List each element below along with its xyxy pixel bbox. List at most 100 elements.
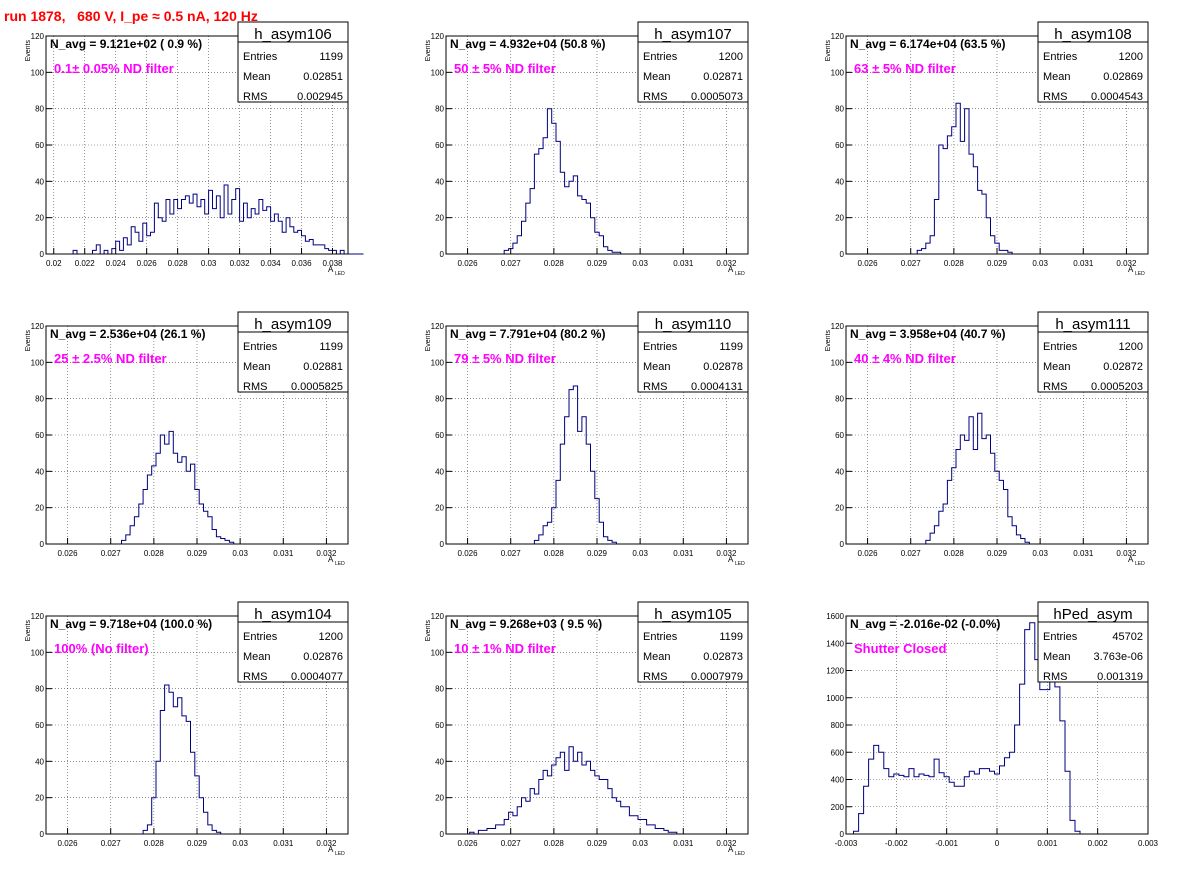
histogram-name: h_asym104 — [254, 606, 332, 623]
stats-key: RMS — [243, 381, 267, 393]
x-tick-label: 0.027 — [501, 839, 522, 848]
y-tick-label: 120 — [831, 32, 845, 41]
x-axis-label-subscript: LED — [335, 271, 345, 277]
stats-key: RMS — [243, 91, 267, 103]
y-tick-label: 0 — [440, 250, 445, 259]
y-tick-label: 600 — [831, 748, 845, 757]
navg-label: N_avg = 7.791e+04 (80.2 %) — [450, 327, 605, 341]
stats-key: Mean — [243, 651, 271, 663]
x-tick-label: 0.02 — [46, 259, 62, 268]
x-tick-label: 0.026 — [858, 549, 879, 558]
y-tick-label: 80 — [35, 685, 44, 694]
stats-key: Mean — [643, 651, 671, 663]
y-tick-label: 1000 — [826, 694, 844, 703]
y-tick-label: 100 — [431, 648, 445, 657]
stats-key: Mean — [1043, 361, 1071, 373]
y-tick-label: 60 — [835, 431, 844, 440]
stats-value: 0.0005825 — [291, 381, 343, 393]
stats-value: 3.763e-06 — [1093, 651, 1143, 663]
stats-box — [237, 311, 349, 393]
y-tick-label: 20 — [435, 214, 444, 223]
y-tick-label: 60 — [35, 141, 44, 150]
y-tick-label: 800 — [831, 721, 845, 730]
y-tick-label: 120 — [831, 322, 845, 331]
stats-box — [1037, 21, 1149, 103]
y-axis-label: Events — [825, 40, 832, 62]
histogram-name: h_asym110 — [655, 316, 731, 333]
x-tick-label: 0.031 — [673, 259, 694, 268]
navg-label: N_avg = -2.016e-02 (-0.0%) — [850, 617, 1000, 631]
stats-key: Entries — [243, 631, 278, 643]
histogram-name: hPed_asym — [1053, 606, 1132, 623]
stats-key: RMS — [643, 381, 667, 393]
y-tick-label: 120 — [31, 322, 45, 331]
stats-key: Entries — [243, 51, 278, 63]
stats-box — [237, 601, 349, 683]
x-axis-label: A — [1128, 555, 1134, 564]
histogram-name: h_asym106 — [254, 26, 332, 43]
x-tick-label: 0.031 — [673, 549, 694, 558]
y-axis-label: Events — [425, 620, 432, 642]
x-axis-label-subscript: LED — [735, 561, 745, 567]
y-tick-label: 20 — [435, 504, 444, 513]
x-tick-label: 0.027 — [501, 259, 522, 268]
y-axis-label: Events — [25, 330, 32, 352]
x-tick-label: 0.028 — [144, 839, 165, 848]
stats-key: Entries — [243, 341, 278, 353]
histogram-name: h_asym108 — [1054, 26, 1132, 43]
x-tick-label: 0.031 — [673, 839, 694, 848]
y-tick-label: 1200 — [826, 667, 844, 676]
y-tick-label: 400 — [831, 776, 845, 785]
y-tick-label: 0 — [840, 250, 845, 259]
y-tick-label: 40 — [35, 177, 44, 186]
y-tick-label: 20 — [835, 214, 844, 223]
filter-annotation: 40 ± 4% ND filter — [854, 351, 956, 366]
stats-value: 1200 — [319, 631, 343, 643]
x-tick-label: 0.026 — [458, 259, 479, 268]
stats-value: 0.001319 — [1097, 671, 1143, 683]
stats-value: 0.02881 — [303, 361, 343, 373]
y-tick-label: 20 — [35, 794, 44, 803]
x-tick-label: 0.029 — [587, 259, 608, 268]
navg-label: N_avg = 6.174e+04 (63.5 %) — [850, 37, 1005, 51]
y-tick-label: 120 — [431, 322, 445, 331]
stats-value: 0.0004131 — [691, 381, 743, 393]
x-tick-label: 0.026 — [58, 549, 79, 558]
y-tick-label: 120 — [431, 32, 445, 41]
y-axis-label: Events — [825, 330, 832, 352]
x-tick-label: 0.034 — [261, 259, 282, 268]
x-tick-label: 0.028 — [544, 259, 565, 268]
x-axis-label: A — [728, 265, 734, 274]
y-tick-label: 100 — [431, 358, 445, 367]
y-tick-label: 20 — [35, 504, 44, 513]
x-tick-label: 0.028 — [168, 259, 189, 268]
y-tick-label: 60 — [435, 721, 444, 730]
y-axis-label: Events — [425, 330, 432, 352]
y-tick-label: 100 — [831, 358, 845, 367]
x-tick-label: 0.031 — [1073, 259, 1094, 268]
stats-key: Entries — [643, 341, 678, 353]
x-tick-label: 0.026 — [58, 839, 79, 848]
histogram-panel: 0.026 0.027 0.028 0.029 0.03 0.031 0.032 0 20 40 6… — [425, 601, 749, 857]
y-tick-label: 40 — [835, 467, 844, 476]
histogram-panel: -0.003 -0.002 -0.001 0 0.001 0.002 0.003 0 200 40… — [826, 601, 1159, 848]
x-tick-label: 0.028 — [544, 549, 565, 558]
histogram-line — [142, 684, 222, 834]
stats-key: Mean — [243, 361, 271, 373]
x-axis-label-subscript: LED — [1135, 271, 1145, 277]
y-axis-label: Events — [25, 40, 32, 62]
x-tick-label: 0.032 — [316, 839, 337, 848]
histogram-panel: 0.026 0.027 0.028 0.029 0.03 0.031 0.032 0 20 40 6… — [25, 601, 349, 857]
y-tick-label: 0 — [40, 540, 45, 549]
stats-key: Entries — [643, 51, 678, 63]
stats-key: Mean — [243, 71, 271, 83]
stats-value: 0.02871 — [703, 71, 743, 83]
y-tick-label: 1600 — [826, 612, 844, 621]
x-axis-label: A — [328, 845, 334, 854]
y-tick-label: 0 — [840, 540, 845, 549]
x-axis-label-subscript: LED — [335, 561, 345, 567]
x-tick-label: -0.001 — [935, 839, 958, 848]
stats-value: 1199 — [319, 341, 343, 353]
stats-key: Mean — [1043, 71, 1071, 83]
y-tick-label: 0 — [440, 540, 445, 549]
